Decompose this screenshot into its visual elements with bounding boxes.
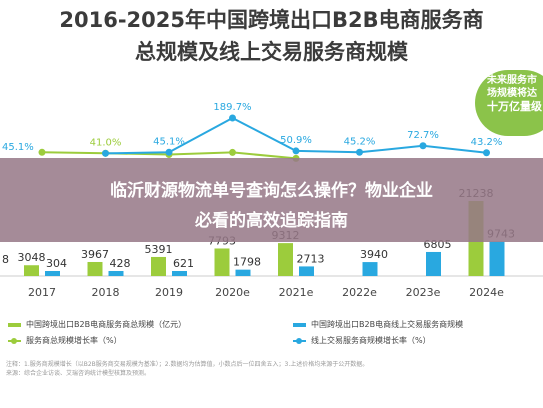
banner-headline-line-2[interactable]: 必看的高效追踪指南 <box>195 211 348 231</box>
bar-value-label: 8 <box>2 253 9 266</box>
x-tick-label: 2020e <box>215 286 250 299</box>
chart-footnote: 注释：1.服务商规模增长（以B2B服务商交易规模为基准）；2.数据均为估算值，小… <box>6 360 536 378</box>
total-rate-point <box>229 148 236 156</box>
legend-swatch-online-rate <box>293 338 306 344</box>
bar-total-value-label: 3048 <box>18 251 46 264</box>
footnote-line-1: 注释：1.服务商规模增长（以B2B服务商交易规模为基准）；2.数据均为估算值，小… <box>6 361 369 368</box>
chart-title: 2016-2025年中国跨境出口B2B电商服务商 <box>59 8 484 32</box>
forecast-callout-bubble: 未来服务市 场规模将达 十万亿量级 <box>475 70 543 136</box>
total-rate-label: 41.0% <box>90 137 122 148</box>
bar-online-value-label: 621 <box>173 257 194 270</box>
total-rate-point <box>38 148 46 156</box>
bar-online <box>426 251 441 276</box>
line-value-label: 45.1% <box>2 142 34 153</box>
legend-marker-dot <box>296 338 302 344</box>
overlay-banner <box>0 158 543 242</box>
bar-online-value-label: 2713 <box>297 252 325 265</box>
bar-total <box>214 248 230 276</box>
bar-online <box>235 269 251 276</box>
callout-line-3: 十万亿量级 <box>487 100 542 113</box>
online-rate-point <box>419 142 427 150</box>
legend-label-online: 中国跨境出口B2B电商线上交易服务商规模 <box>311 320 464 329</box>
online-rate-point <box>102 149 109 157</box>
x-tick-label: 2024e <box>469 286 504 299</box>
legend-label-online-rate: 线上交易服务商规模增长率（%） <box>311 336 431 345</box>
x-tick-label: 2023e <box>406 286 441 299</box>
bar-online <box>172 271 187 276</box>
bar-total <box>278 243 293 276</box>
bar-online <box>362 262 378 276</box>
online-rate-point <box>483 149 490 157</box>
legend-marker-dot <box>11 338 17 344</box>
bar-online-value-label: 428 <box>110 257 131 270</box>
bar-online <box>45 271 60 276</box>
legend-swatch-total-rate <box>8 338 21 344</box>
legend-label-total-rate: 服务商总规模增长率（%） <box>26 336 122 345</box>
bar-online-value-label: 3940 <box>360 248 388 261</box>
online-rate-label: 45.2% <box>344 136 376 147</box>
online-rate-label: 43.2% <box>471 137 503 148</box>
bar-online <box>108 271 124 276</box>
banner-headline-line-1[interactable]: 临沂财源物流单号查询怎么操作？物业企业 <box>110 181 433 201</box>
x-tick-label: 2017 <box>28 286 56 299</box>
bar-total-value-label: 3967 <box>81 248 109 261</box>
x-tick-label: 2018 <box>92 286 120 299</box>
chart-subtitle: 总规模及线上交易服务商规模 <box>135 40 408 64</box>
legend-swatch-online-bar <box>293 323 306 327</box>
online-rate-label: 50.9% <box>280 135 312 146</box>
x-tick-label: 2022e <box>342 286 377 299</box>
bar-online <box>489 241 505 276</box>
online-rate-point <box>229 114 236 122</box>
x-tick-label: 2021e <box>279 286 314 299</box>
footnote-line-2: 来源：综合企业访谈、艾瑞咨询统计模型核算及预测。 <box>6 370 151 377</box>
online-rate-label: 189.7% <box>213 102 251 113</box>
bar-online-value-label: 304 <box>46 257 67 270</box>
online-rate-point <box>165 148 173 156</box>
x-tick-label: 2019 <box>155 286 183 299</box>
online-rate-point <box>356 148 363 156</box>
bar-online-value-label: 1798 <box>233 256 261 269</box>
bar-total-value-label: 5391 <box>145 243 173 256</box>
online-rate-label: 45.1% <box>153 136 185 147</box>
legend-label-total: 中国跨境出口B2B电商服务商总规模（亿元） <box>26 320 187 329</box>
bar-total <box>87 261 103 276</box>
online-rate-label: 72.7% <box>407 130 439 141</box>
bar-total <box>151 256 166 276</box>
callout-line-2: 场规模将达 <box>487 88 537 99</box>
online-rate-point <box>292 147 300 155</box>
callout-line-1: 未来服务市 <box>487 75 537 86</box>
legend-swatch-total-bar <box>8 323 21 327</box>
bar-online <box>299 266 314 276</box>
bar-total <box>24 265 39 276</box>
